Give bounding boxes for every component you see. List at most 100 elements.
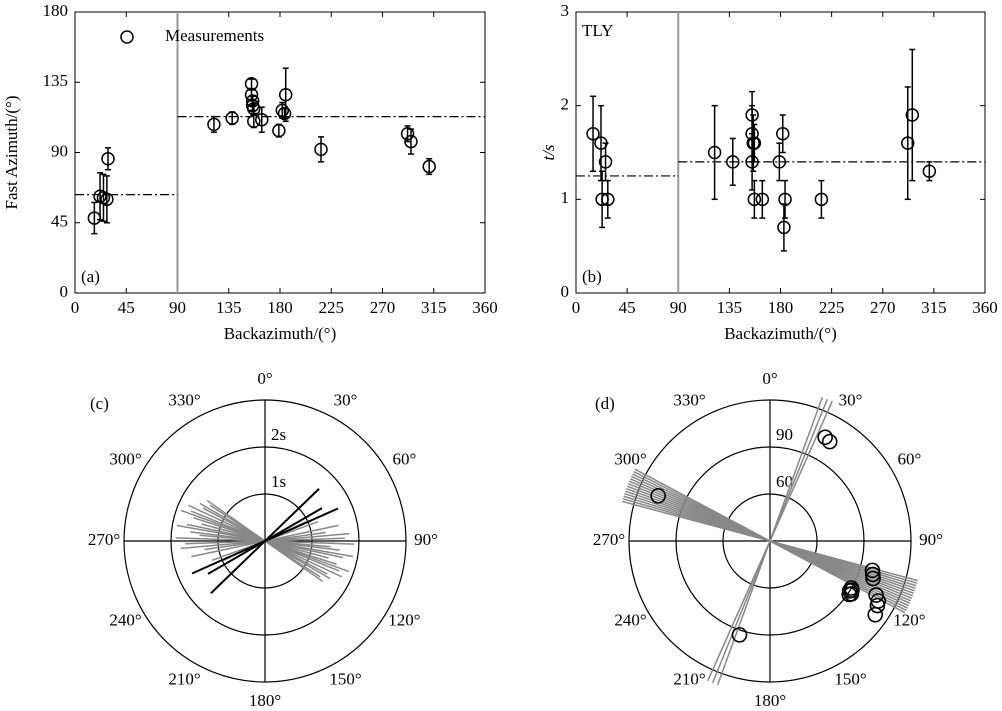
- x-tick-label: 90: [670, 298, 687, 317]
- point: [601, 192, 615, 207]
- angle-label: 60°: [898, 449, 922, 468]
- y-tick-label: 135: [43, 71, 69, 90]
- point: [278, 87, 293, 102]
- point: [314, 142, 328, 157]
- x-tick-label: 225: [819, 298, 845, 317]
- event-point: [650, 488, 666, 504]
- point: [255, 112, 269, 127]
- legend-marker: [120, 30, 134, 44]
- angle-label: 240°: [614, 610, 646, 629]
- point: [400, 127, 415, 141]
- x-tick-label: 315: [421, 298, 447, 317]
- event-point: [821, 433, 838, 450]
- point: [922, 164, 937, 178]
- event-point: [865, 570, 881, 587]
- panel-label: (a): [81, 267, 100, 286]
- point: [404, 134, 418, 149]
- panel-label: (d): [595, 394, 615, 413]
- x-tick-label: 270: [370, 298, 396, 317]
- angle-label: 120°: [388, 610, 420, 629]
- point: [900, 136, 915, 150]
- x-tick-label: 360: [972, 298, 998, 317]
- point: [207, 117, 221, 132]
- angle-label: 150°: [834, 669, 866, 688]
- y-tick-label: 2: [561, 95, 570, 114]
- point: [277, 106, 292, 121]
- angle-label: 30°: [334, 390, 358, 409]
- annotation: TLY: [582, 21, 613, 40]
- x-axis-label: Backazimuth/(°): [724, 324, 837, 343]
- angle-label: 330°: [673, 390, 705, 409]
- event-point: [817, 429, 833, 446]
- ring: [675, 446, 865, 636]
- point: [772, 155, 787, 169]
- x-tick-label: 315: [921, 298, 947, 317]
- angle-label: 270°: [88, 530, 120, 549]
- angle-label: 90°: [414, 530, 438, 549]
- point: [814, 192, 829, 207]
- x-tick-label: 45: [118, 298, 135, 317]
- ring: [722, 493, 818, 589]
- point: [776, 127, 790, 141]
- angle-label: 30°: [839, 390, 863, 409]
- angle-label: 210°: [168, 669, 200, 688]
- point: [777, 220, 791, 235]
- x-tick-label: 360: [472, 298, 498, 317]
- y-axis-label: Fast Azimuth/(°): [2, 96, 21, 210]
- x-tick-label: 135: [216, 298, 242, 317]
- y-axis-label: t/s: [539, 144, 558, 160]
- angle-label: 0°: [762, 369, 777, 388]
- ring-label: 2s: [271, 425, 286, 444]
- point: [747, 136, 762, 150]
- rose-line: [191, 507, 339, 575]
- event-point: [867, 606, 884, 623]
- angle-label: 150°: [329, 669, 361, 688]
- point: [247, 114, 261, 129]
- x-tick-label: 0: [572, 298, 581, 317]
- event-point: [865, 566, 881, 583]
- point: [225, 111, 239, 125]
- point: [101, 151, 115, 166]
- ring: [170, 446, 360, 636]
- angle-label: 90°: [919, 530, 943, 549]
- y-tick-label: 3: [561, 1, 570, 20]
- point: [707, 145, 722, 160]
- angle-label: 180°: [754, 691, 786, 710]
- angle-label: 330°: [168, 390, 200, 409]
- x-tick-label: 270: [870, 298, 896, 317]
- y-tick-label: 90: [51, 141, 68, 160]
- ring-label: 1s: [271, 472, 286, 491]
- point: [755, 192, 770, 207]
- panel-label: (c): [90, 394, 109, 413]
- ring-label: 90: [776, 425, 793, 444]
- angle-label: 300°: [614, 449, 646, 468]
- angle-label: 0°: [257, 369, 272, 388]
- angle-label: 270°: [593, 530, 625, 549]
- y-tick-label: 0: [561, 282, 570, 301]
- angle-label: 60°: [393, 449, 417, 468]
- x-axis-label: Backazimuth/(°): [224, 324, 337, 343]
- axes-box: [74, 11, 486, 294]
- ring-label: 60: [776, 472, 793, 491]
- angle-label: 240°: [109, 610, 141, 629]
- angle-label: 210°: [673, 669, 705, 688]
- event-point: [841, 586, 858, 603]
- x-tick-label: 45: [619, 298, 636, 317]
- x-tick-label: 0: [71, 298, 80, 317]
- legend-label: Measurements: [165, 26, 264, 45]
- point: [726, 155, 740, 169]
- point: [275, 103, 290, 118]
- point: [598, 155, 613, 169]
- y-tick-label: 45: [51, 212, 68, 231]
- ring: [217, 493, 313, 589]
- y-tick-label: 180: [43, 1, 69, 20]
- point: [905, 108, 920, 122]
- x-tick-label: 180: [768, 298, 794, 317]
- point: [100, 192, 114, 207]
- event-point: [731, 627, 748, 643]
- y-tick-label: 1: [561, 188, 570, 207]
- x-tick-label: 225: [319, 298, 345, 317]
- point: [272, 123, 286, 138]
